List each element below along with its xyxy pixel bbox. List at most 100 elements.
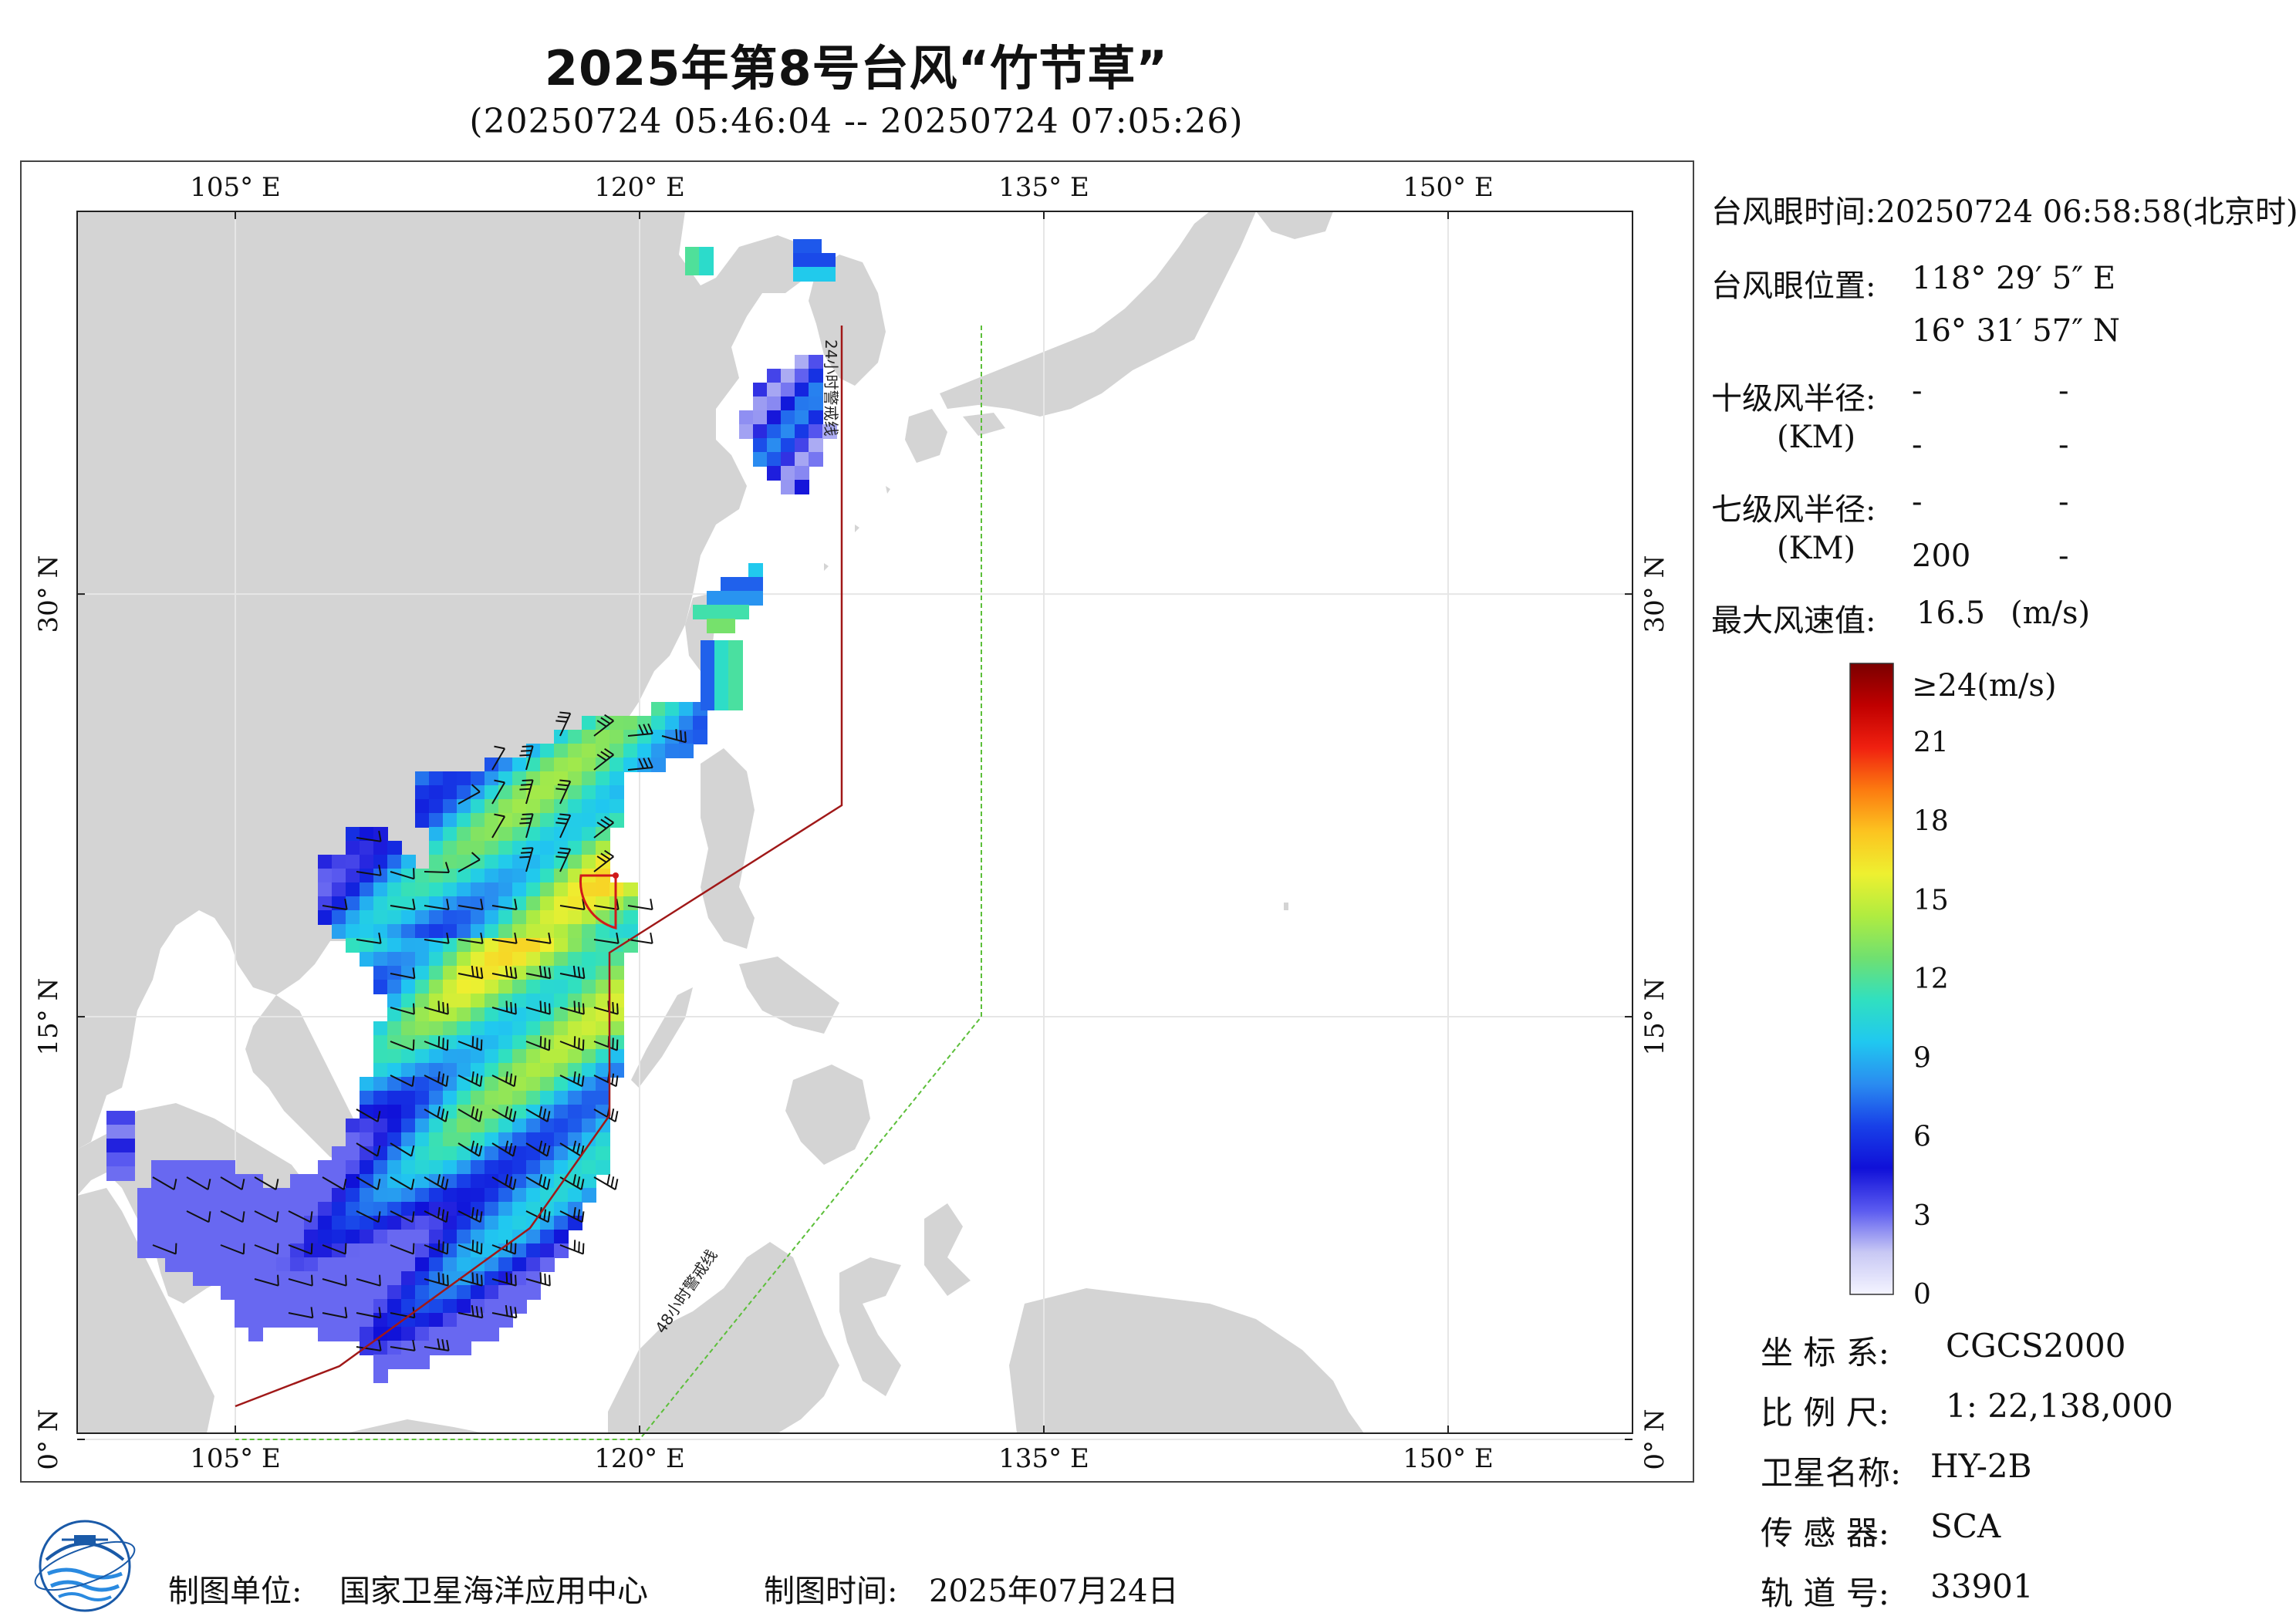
wind-cell [332, 924, 346, 939]
wind-cell [568, 980, 582, 994]
wind-cell [651, 716, 666, 731]
wind-cell [443, 1132, 458, 1147]
wind-cell [568, 785, 582, 800]
scale-label: 比 例 尺: [1761, 1394, 1889, 1432]
wind-cell [721, 619, 735, 633]
wind-cell [457, 1091, 471, 1105]
wind-cell [235, 1313, 249, 1328]
wind-barb [322, 1176, 347, 1190]
wind-cell [429, 841, 444, 855]
wind-cell [471, 1132, 485, 1147]
wind-barb [458, 1304, 484, 1319]
wind-barb [390, 868, 415, 880]
wind-cell [457, 980, 471, 994]
wind-cell [554, 1216, 569, 1230]
wind-cell [471, 841, 485, 855]
wind-cell [151, 1230, 166, 1244]
wind-cell [401, 882, 416, 897]
wind-cell [540, 1230, 555, 1244]
wind-cell [443, 1285, 458, 1300]
wind-cell [443, 938, 458, 953]
wind-cell [290, 1230, 305, 1244]
wind-cell [596, 1091, 610, 1105]
wind-barb [390, 1243, 415, 1255]
wind-cell [346, 1257, 360, 1272]
wind-cell [179, 1188, 194, 1203]
wind-cell [429, 869, 444, 883]
wind-cell [554, 1021, 569, 1036]
wind-cell [596, 758, 610, 772]
wind-cell [471, 924, 485, 939]
new-guinea [1009, 1288, 1364, 1433]
wind-cell [415, 952, 430, 967]
wind-cell [179, 1230, 194, 1244]
wind-cell [415, 924, 430, 939]
wind-cell [582, 1132, 596, 1147]
wind-cell [609, 966, 624, 980]
wind-barb [424, 1071, 449, 1088]
wind-cell [582, 938, 596, 953]
wind-cell [498, 1285, 513, 1300]
wind-cell [734, 605, 749, 619]
wind-barb [390, 1176, 415, 1190]
wind-cell [582, 910, 596, 925]
wind-cell [471, 980, 485, 994]
wind-cell [485, 966, 499, 980]
wind-cell [568, 869, 582, 883]
wind-cell [701, 668, 715, 683]
moluccas [924, 1203, 971, 1296]
wind-cell [165, 1202, 180, 1216]
wind-cell [809, 369, 823, 383]
wind-cell [540, 841, 555, 855]
wind-cell [623, 924, 638, 939]
wind-cell [471, 1063, 485, 1078]
wind-cell [415, 1188, 430, 1203]
wind-barb [519, 813, 534, 838]
wind-cell [429, 1132, 444, 1147]
wind-cell [262, 1202, 277, 1216]
wind-cell [781, 410, 795, 425]
wind-cell [728, 682, 743, 697]
wind-cell [498, 1049, 513, 1064]
wind-cell [568, 813, 582, 828]
wind-cell [401, 910, 416, 925]
wind-cell [443, 1243, 458, 1258]
wind-cell [401, 1132, 416, 1147]
wind-cell [485, 910, 499, 925]
wind-cell [807, 267, 822, 282]
wind-cell [526, 966, 541, 980]
wind-cell [498, 1063, 513, 1078]
wind-cell [457, 924, 471, 939]
wind-cell [498, 924, 513, 939]
wind-cell [609, 938, 624, 953]
wind-cell [387, 1188, 402, 1203]
wind-barb [661, 729, 687, 744]
wind-cell [387, 1243, 402, 1258]
coordinate-labels: 105° E 105° E 120° E 120° E 135° E 135° E 150°… [33, 172, 1670, 1474]
wind-cell [512, 1021, 527, 1036]
wind-cell [373, 855, 388, 869]
wind-cell [679, 744, 694, 758]
lon-label-top: 150° E [1403, 172, 1494, 203]
wind-cell [248, 1230, 263, 1244]
wind-cell [498, 1132, 513, 1147]
wind-cell [721, 591, 735, 606]
wind-cell [207, 1230, 221, 1244]
wind-cell [207, 1216, 221, 1230]
wind-cell [373, 841, 388, 855]
wind-cell [120, 1139, 135, 1153]
wind-cell [443, 1007, 458, 1022]
wind-cell [554, 785, 569, 800]
wind-barb [593, 932, 620, 944]
wind-cell [809, 424, 823, 439]
wind-cell [485, 855, 499, 869]
wind-cell [781, 480, 795, 494]
wind-cell [512, 1049, 527, 1064]
wind-cell [401, 1160, 416, 1175]
wind-cell [346, 1285, 360, 1300]
observation-time-range: (20250724 05:46:04 -- 20250724 07:05:26) [469, 102, 1244, 141]
wind-cell [387, 1077, 402, 1092]
wind-cell [781, 369, 795, 383]
wind-cell [568, 841, 582, 855]
wind-cell [485, 1035, 499, 1050]
